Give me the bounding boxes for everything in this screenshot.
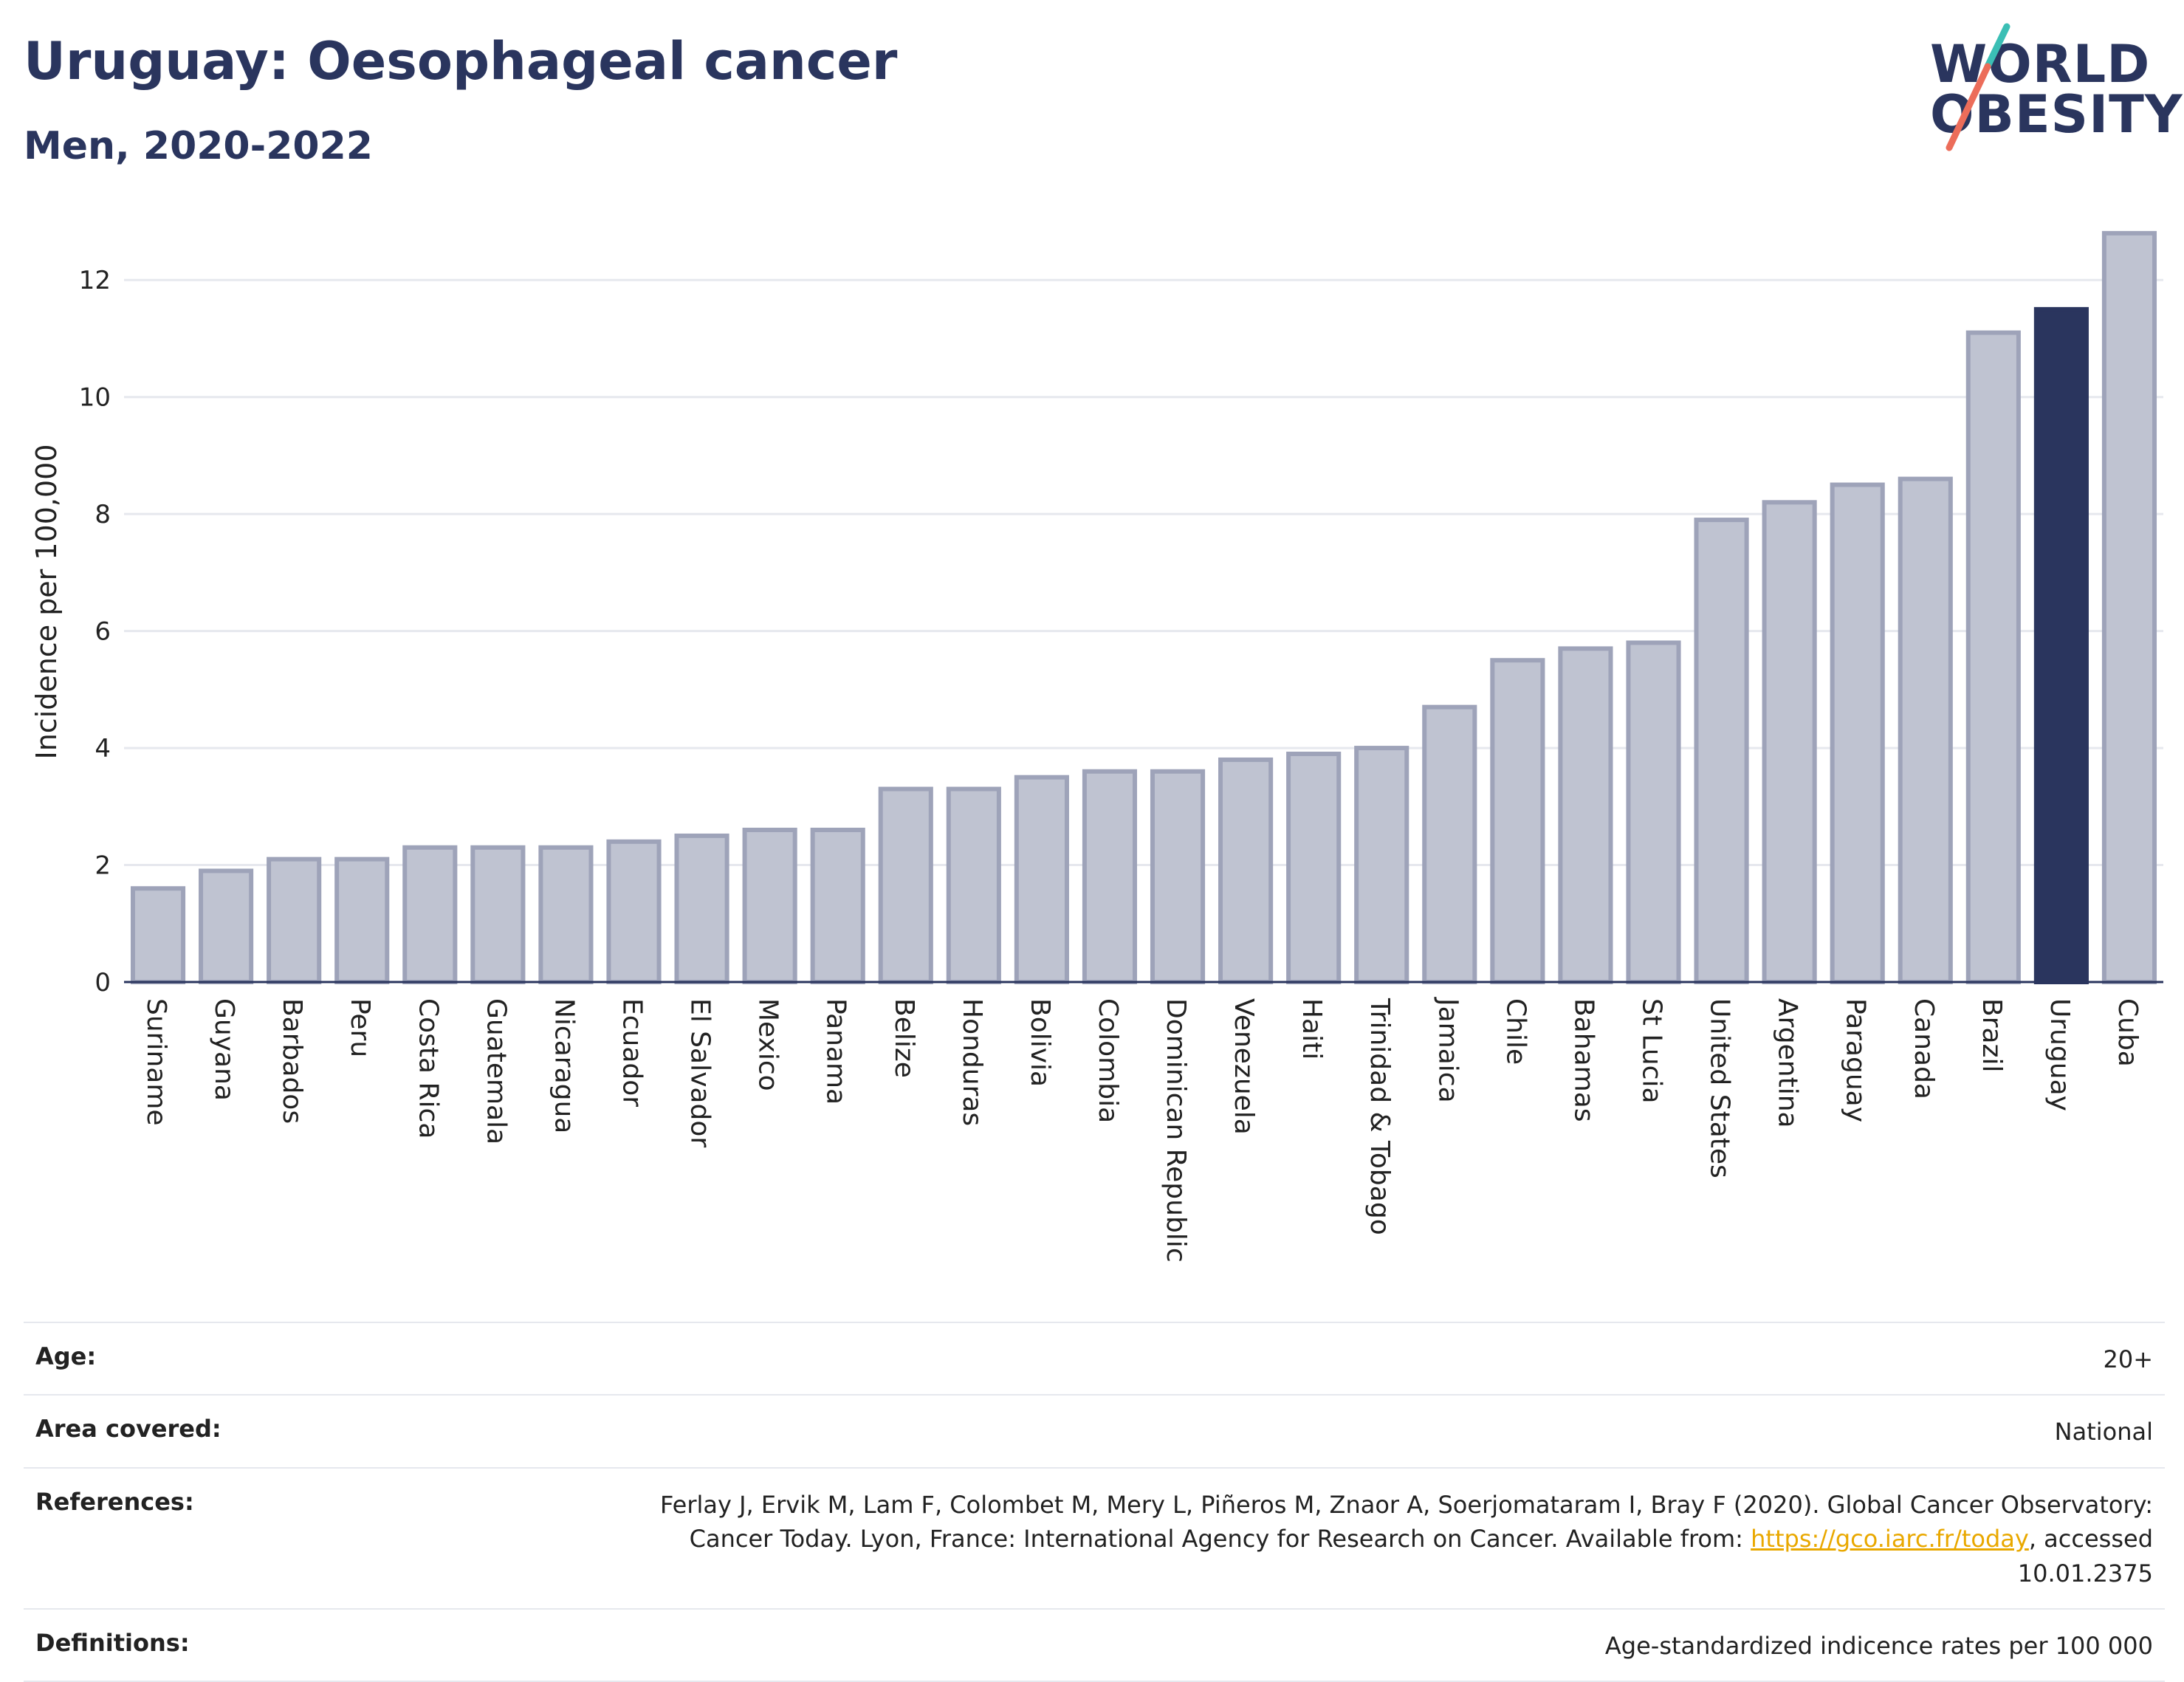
logo-line-1: WORLD bbox=[1930, 34, 2151, 95]
y-tick-label: 4 bbox=[95, 734, 111, 763]
bar bbox=[267, 857, 322, 984]
x-tick-label: Belize bbox=[889, 998, 919, 1078]
x-tick-label: Costa Rica bbox=[413, 998, 443, 1139]
x-tick-label: Brazil bbox=[1977, 998, 2007, 1072]
bar bbox=[1694, 518, 1749, 985]
bar bbox=[606, 839, 662, 984]
x-tick-label: Guyana bbox=[209, 998, 239, 1101]
bar bbox=[199, 868, 254, 985]
y-tick-label: 6 bbox=[95, 617, 111, 647]
bar bbox=[538, 845, 594, 984]
bar bbox=[130, 886, 186, 985]
page-title: Uruguay: Oesophageal cancer bbox=[24, 31, 898, 92]
area-label: Area covered: bbox=[35, 1415, 222, 1444]
x-tick-label: Chile bbox=[1500, 998, 1531, 1065]
references-value: Ferlay J, Ervik M, Lam F, Colombet M, Me… bbox=[602, 1488, 2153, 1590]
meta-row-area: Area covered: National bbox=[24, 1394, 2165, 1466]
x-tick-label: Suriname bbox=[141, 998, 171, 1126]
y-tick-label: 0 bbox=[95, 968, 111, 998]
bar bbox=[742, 828, 797, 984]
x-tick-label: Barbados bbox=[277, 998, 307, 1124]
bar bbox=[1354, 746, 1409, 984]
bar bbox=[1422, 704, 1477, 984]
bar bbox=[1150, 769, 1206, 984]
age-value: 20+ bbox=[2103, 1345, 2153, 1373]
y-tick-label: 8 bbox=[95, 500, 111, 529]
x-tick-label: Mexico bbox=[753, 998, 783, 1091]
bar bbox=[1218, 757, 1274, 985]
x-tick-label: Haiti bbox=[1297, 998, 1327, 1060]
x-tick-label: United States bbox=[1705, 998, 1735, 1178]
bar bbox=[1626, 640, 1681, 984]
x-tick-label: Paraguay bbox=[1841, 998, 1871, 1122]
x-tick-label: Bolivia bbox=[1025, 998, 1055, 1087]
page-subtitle: Men, 2020-2022 bbox=[24, 124, 373, 168]
y-tick-labels: 0 2 4 6 8 10 12 bbox=[79, 266, 111, 998]
x-tick-label: Trinidad & Tobago bbox=[1364, 998, 1395, 1235]
x-tick-label: Venezuela bbox=[1229, 998, 1259, 1135]
x-tick-label: Cuba bbox=[2112, 998, 2143, 1067]
bar bbox=[878, 786, 933, 984]
references-accessed: , accessed 10.01.2375 bbox=[2017, 1525, 2153, 1587]
bar bbox=[2033, 306, 2089, 985]
grid-lines bbox=[124, 278, 2163, 867]
x-tick-label: El Salvador bbox=[685, 998, 715, 1147]
x-tick-label: Honduras bbox=[957, 998, 987, 1126]
x-tick-label: Dominican Republic bbox=[1161, 998, 1191, 1263]
meta-row-age: Age: 20+ bbox=[24, 1322, 2165, 1394]
age-label: Age: bbox=[35, 1342, 97, 1370]
x-tick-label: Ecuador bbox=[617, 998, 648, 1107]
y-tick-label: 12 bbox=[79, 266, 111, 295]
bar bbox=[1082, 769, 1138, 984]
bar bbox=[1014, 775, 1069, 984]
y-tick-label: 10 bbox=[79, 383, 111, 413]
references-link[interactable]: https://gco.iarc.fr/today bbox=[1751, 1525, 2029, 1554]
logo-slash-icon bbox=[1946, 23, 2010, 151]
bar bbox=[1490, 658, 1545, 984]
bar bbox=[1286, 752, 1342, 984]
bar bbox=[946, 786, 1001, 984]
meta-row-definitions: Definitions: Age-standardized indicence … bbox=[24, 1607, 2165, 1682]
bar bbox=[2101, 230, 2157, 985]
bar bbox=[470, 845, 526, 984]
references-label: References: bbox=[35, 1487, 194, 1516]
y-tick-label: 2 bbox=[95, 851, 111, 881]
bar bbox=[1558, 646, 1613, 985]
x-tick-label: Guatemala bbox=[481, 998, 511, 1144]
bar bbox=[1830, 482, 1885, 984]
x-tick-label: Peru bbox=[345, 998, 375, 1057]
x-tick-label: Argentina bbox=[1773, 998, 1803, 1128]
bar bbox=[334, 857, 390, 984]
y-axis-label: Incidence per 100,000 bbox=[30, 444, 63, 759]
x-tick-label: Bahamas bbox=[1568, 998, 1598, 1122]
bar-chart: 0 2 4 6 8 10 12 Suriname Guyana Barbados Peru Cost… bbox=[30, 230, 2163, 1263]
bar bbox=[674, 833, 729, 985]
x-tick-label: Canada bbox=[1909, 998, 1939, 1099]
x-tick-labels: Suriname Guyana Barbados Peru Costa Rica Guat… bbox=[141, 997, 2143, 1263]
metadata-table: Age: 20+ Area covered: National Referenc… bbox=[24, 1322, 2165, 1682]
bar bbox=[1762, 500, 1817, 984]
bar bbox=[402, 845, 458, 984]
definitions-label: Definitions: bbox=[35, 1628, 190, 1657]
area-value: National bbox=[2054, 1418, 2153, 1446]
x-tick-label: Uruguay bbox=[2044, 998, 2075, 1111]
bars bbox=[130, 230, 2157, 985]
bar bbox=[1898, 476, 1953, 985]
world-obesity-logo: WORLD OBESITY bbox=[1920, 22, 2183, 155]
x-tick-label: Nicaragua bbox=[549, 998, 579, 1133]
bar bbox=[810, 828, 865, 984]
references-text: Ferlay J, Ervik M, Lam F, Colombet M, Me… bbox=[660, 1490, 2153, 1554]
x-tick-label: Panama bbox=[821, 998, 851, 1105]
bar bbox=[1965, 330, 2021, 985]
x-tick-label: Jamaica bbox=[1432, 997, 1463, 1103]
meta-row-references: References: Ferlay J, Ervik M, Lam F, Co… bbox=[24, 1466, 2165, 1608]
x-tick-label: Colombia bbox=[1093, 998, 1123, 1123]
x-tick-label: St Lucia bbox=[1637, 998, 1667, 1104]
